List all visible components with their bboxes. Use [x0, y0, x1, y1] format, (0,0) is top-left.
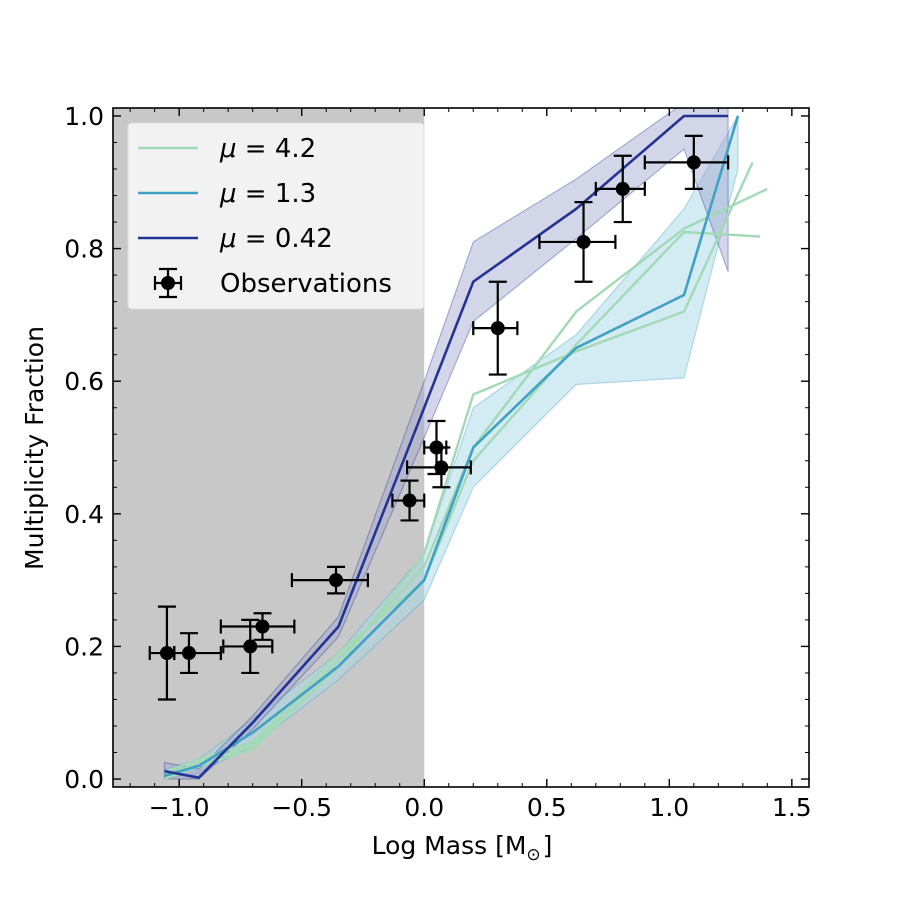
x-axis-label-sub: ⊙: [526, 845, 540, 865]
legend: μ = 4.2 μ = 1.3 μ = 0.42 Observations: [127, 122, 425, 310]
observation-point: [391, 479, 426, 522]
x-axis-label: Log Mass [M⊙]: [372, 831, 553, 865]
x-tick-label: 1.5: [772, 793, 812, 822]
observation-point: [643, 134, 730, 190]
plot-frame: [112, 107, 810, 788]
x-tick-label: −0.5: [271, 793, 332, 822]
observation-point: [222, 618, 274, 675]
observation-point: [290, 565, 369, 595]
legend-mu-symbol: μ: [219, 224, 237, 254]
observation-marker: [490, 321, 505, 336]
observation-marker: [615, 181, 630, 196]
y-tick-label: 0.2: [64, 632, 104, 661]
observations-layer: [148, 134, 730, 701]
legend-mu-symbol: μ: [219, 179, 237, 209]
x-tick-label: −1.0: [149, 793, 210, 822]
legend-swatch-observations: [153, 267, 183, 299]
y-tick-label: 1.0: [64, 102, 104, 131]
observation-point: [472, 280, 519, 376]
series-mu-1-3-line: [164, 115, 740, 777]
legend-label-observations: Observations: [220, 269, 392, 299]
x-tick-label: 1.0: [649, 793, 689, 822]
legend-mu-value: = 0.42: [237, 224, 333, 254]
series-mu-4-2-line-2: [164, 187, 768, 777]
x-axis-label-main: Log Mass [M: [372, 831, 527, 860]
observation-marker: [576, 234, 591, 249]
x-axis: −1.0 −0.5 0.0 0.5 1.0 1.5: [129, 108, 812, 822]
observation-marker: [402, 493, 417, 508]
observation-point: [219, 612, 296, 641]
legend-mu-symbol: μ: [219, 134, 237, 164]
observation-point: [173, 632, 222, 675]
band-mu-0-42: [163, 108, 729, 780]
observation-marker: [255, 619, 270, 634]
legend-label-mu-0-42: μ = 0.42: [219, 224, 333, 254]
legend-mu-value: = 1.3: [237, 179, 317, 209]
observation-marker: [243, 639, 258, 654]
x-tick-label: 0.0: [404, 793, 444, 822]
legend-mu-value: = 4.2: [237, 134, 317, 164]
y-tick-label: 0.4: [64, 500, 104, 529]
legend-label-mu-1-3: μ = 1.3: [219, 179, 316, 209]
y-tick-label: 0.8: [64, 235, 104, 264]
legend-box: [127, 122, 425, 310]
plot-series: [163, 108, 768, 781]
x-axis-label-close: ]: [543, 831, 553, 860]
observation-marker: [181, 646, 196, 661]
legend-label-mu-4-2: μ = 4.2: [219, 134, 316, 164]
y-tick-label: 0.6: [64, 367, 104, 396]
observation-marker: [159, 646, 174, 661]
y-axis: 0.0 0.2 0.4 0.6 0.8 1.0: [64, 102, 809, 794]
series-mu-0-42-line: [164, 114, 729, 780]
observation-point: [405, 446, 472, 489]
observation-marker: [686, 155, 701, 170]
legend-obs-marker: [161, 276, 175, 290]
observation-point: [594, 154, 646, 224]
observation-marker: [434, 460, 449, 475]
observation-marker: [329, 573, 344, 588]
y-axis-label: Multiplicity Fraction: [20, 326, 49, 570]
y-tick-label: 0.0: [64, 765, 104, 794]
observation-point: [538, 201, 617, 283]
x-tick-label: 0.5: [527, 793, 567, 822]
